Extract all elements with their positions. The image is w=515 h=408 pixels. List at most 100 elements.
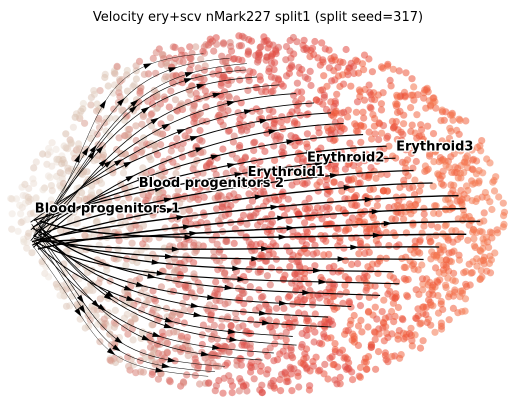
cell-point	[63, 303, 70, 310]
cell-point	[368, 344, 375, 351]
cell-point	[58, 160, 65, 167]
cell-point	[329, 125, 336, 132]
cell-point	[396, 108, 403, 115]
cell-point	[132, 122, 139, 129]
cell-point	[221, 270, 228, 277]
cell-point	[302, 205, 309, 212]
cell-point	[483, 268, 490, 275]
stream-arrowhead	[279, 234, 288, 239]
cell-point	[456, 193, 463, 200]
cell-point	[460, 269, 467, 276]
cell-point	[245, 36, 252, 43]
cell-point	[264, 352, 271, 359]
cell-point	[18, 219, 25, 226]
cell-point	[486, 253, 493, 260]
cell-point	[133, 62, 140, 69]
cell-point	[352, 57, 359, 64]
cell-point	[435, 172, 442, 179]
cell-point	[173, 135, 180, 142]
cell-point	[256, 304, 263, 311]
chart-title: Velocity ery+scv nMark227 split1 (split …	[93, 10, 423, 25]
cell-point	[360, 274, 367, 281]
cell-point	[449, 239, 456, 246]
cell-point	[95, 117, 102, 124]
cell-point	[262, 83, 269, 90]
cell-point	[339, 59, 346, 66]
cell-point	[408, 337, 415, 344]
cell-point	[483, 155, 490, 162]
cell-point	[347, 321, 354, 328]
cell-point	[138, 149, 145, 156]
cell-point	[434, 279, 441, 286]
cell-point	[330, 179, 337, 186]
cell-point	[82, 324, 89, 331]
cell-point	[295, 383, 302, 390]
cell-point	[294, 80, 301, 87]
cell-point	[355, 218, 362, 225]
cell-point	[196, 380, 203, 387]
cell-point	[443, 284, 450, 291]
cell-point	[121, 117, 128, 124]
cell-point	[218, 192, 225, 199]
cell-point	[399, 131, 406, 138]
cell-point	[317, 232, 324, 239]
cell-point	[400, 120, 407, 127]
cell-point	[340, 81, 347, 88]
cell-point	[321, 361, 328, 368]
cell-point	[423, 167, 430, 174]
cell-point	[500, 223, 507, 230]
cell-point	[280, 305, 287, 312]
cell-point	[376, 330, 383, 337]
cell-point	[112, 307, 119, 314]
cell-point	[124, 331, 131, 338]
cell-point	[118, 107, 125, 114]
cell-point	[81, 232, 88, 239]
cell-point	[468, 270, 475, 277]
cell-point	[225, 372, 232, 379]
cell-point	[437, 249, 444, 256]
cell-point	[419, 275, 426, 282]
cell-point	[206, 160, 213, 167]
cell-point	[378, 130, 385, 137]
cluster-label: Erythroid2	[307, 150, 384, 165]
cell-point	[65, 167, 72, 174]
cell-point	[431, 202, 438, 209]
cell-point	[169, 312, 176, 319]
cell-point	[473, 170, 480, 177]
cell-point	[488, 206, 495, 213]
cell-point	[404, 293, 411, 300]
cell-point	[500, 212, 507, 219]
cell-point	[258, 251, 265, 258]
cell-point	[116, 93, 123, 100]
cell-point	[446, 125, 453, 132]
cell-point	[325, 251, 332, 258]
cell-point	[338, 110, 345, 117]
cell-point	[339, 347, 346, 354]
cell-point	[166, 330, 173, 337]
cell-point	[62, 130, 69, 137]
cell-point	[450, 182, 457, 189]
cell-point	[216, 246, 223, 253]
cell-point	[171, 44, 178, 51]
cell-point	[392, 100, 399, 107]
cell-point	[229, 389, 236, 396]
cell-point	[474, 195, 481, 202]
cell-point	[432, 232, 439, 239]
cell-point	[181, 283, 188, 290]
cell-point	[364, 323, 371, 330]
cell-point	[72, 114, 79, 121]
cell-point	[265, 251, 272, 258]
cell-point	[351, 312, 358, 319]
cell-point	[124, 67, 131, 74]
cell-point	[357, 317, 364, 324]
cell-point	[315, 188, 322, 195]
cell-point	[335, 205, 342, 212]
cell-point	[140, 222, 147, 229]
cell-point	[278, 148, 285, 155]
cell-point	[277, 387, 284, 394]
cell-point	[47, 174, 54, 181]
cell-point	[380, 89, 387, 96]
cell-point	[379, 324, 386, 331]
cell-point	[205, 379, 212, 386]
stream-arrowhead	[313, 268, 322, 273]
